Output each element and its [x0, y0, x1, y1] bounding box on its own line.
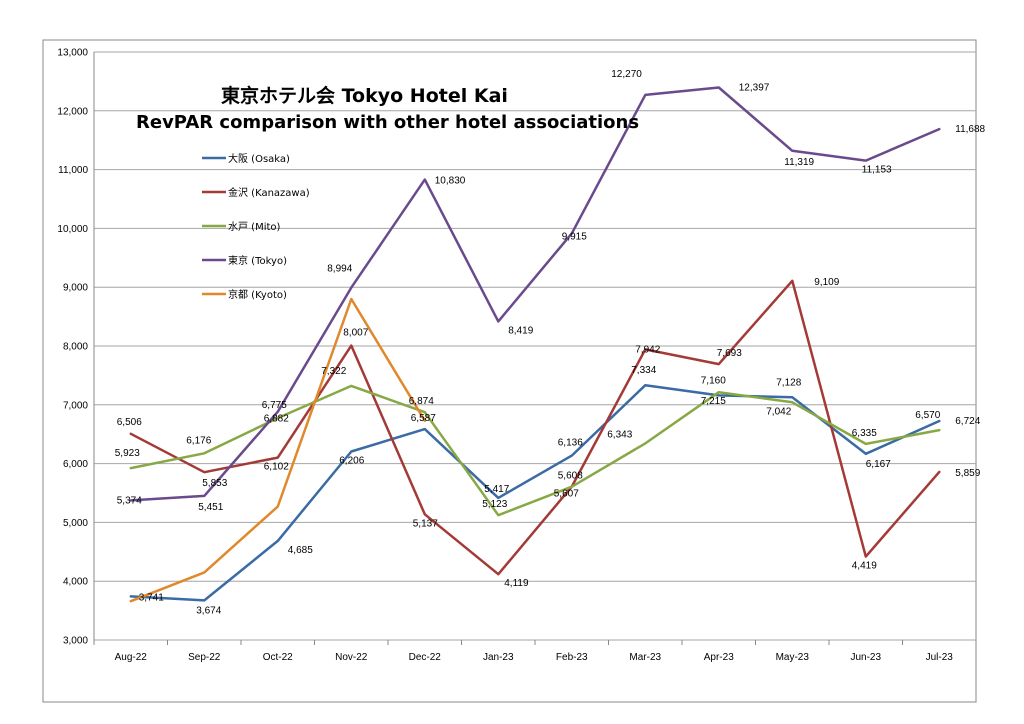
x-tick-label: Jul-23: [926, 652, 954, 663]
data-label: 6,724: [955, 416, 980, 427]
data-label: 10,830: [435, 176, 466, 187]
data-label: 11,688: [955, 124, 985, 135]
data-label: 6,570: [915, 410, 940, 421]
x-tick-label: Feb-23: [556, 652, 588, 663]
chart-title: 東京ホテル会 Tokyo Hotel Kai: [221, 84, 508, 107]
data-label: 5,374: [117, 495, 142, 506]
data-label: 11,153: [862, 165, 892, 176]
grid: [94, 51, 976, 641]
data-label: 9,915: [562, 231, 587, 242]
data-label: 4,685: [288, 545, 313, 556]
data-label: 6,343: [607, 429, 632, 440]
y-tick-label: 8,000: [63, 342, 88, 353]
data-label: 6,587: [411, 413, 436, 424]
chart-frame: [42, 39, 977, 703]
data-label: 6,102: [264, 462, 289, 473]
x-axis: Aug-22 Sep-22 Oct-22 Nov-22 Dec-22 Jan-23 Feb-…: [93, 640, 977, 663]
legend-label: 大阪 (Osaka): [228, 152, 290, 165]
data-label: 12,397: [739, 82, 770, 93]
data-label: 6,506: [117, 417, 142, 428]
y-tick-label: 11,000: [58, 165, 88, 176]
y-tick-label: 9,000: [63, 283, 88, 294]
data-label: 5,417: [484, 484, 509, 495]
x-tick-label: Sep-22: [188, 652, 221, 663]
data-label: 4,419: [852, 561, 877, 572]
data-label: 6,167: [866, 459, 891, 470]
data-label: 4,119: [504, 578, 529, 589]
x-tick-label: May-23: [776, 652, 810, 663]
series-line-1: [129, 279, 941, 576]
data-label: 7,128: [776, 377, 801, 388]
data-label: 3,674: [196, 605, 221, 616]
x-tick-label: Oct-22: [263, 652, 293, 663]
legend-label: 金沢 (Kanazawa): [228, 186, 310, 199]
data-label: 5,608: [558, 471, 583, 482]
series-line-3: [129, 86, 941, 502]
data-label: 6,882: [264, 414, 289, 425]
data-label: 7,322: [321, 366, 346, 377]
chart-subtitle: RevPAR comparison with other hotel assoc…: [136, 112, 639, 133]
y-tick-label: 12,000: [57, 106, 88, 117]
y-tick-label: 4,000: [63, 577, 88, 588]
data-label: 6,176: [186, 435, 211, 446]
x-tick-label: Mar-23: [629, 652, 661, 663]
y-tick-label: 6,000: [63, 459, 88, 470]
y-axis: 3,000 4,000 5,000 6,000 7,000 8,000 9,000 10,00…: [57, 48, 95, 647]
x-tick-label: Jun-23: [850, 652, 881, 663]
data-label: 7,160: [701, 375, 726, 386]
data-label: 6,335: [852, 428, 877, 439]
y-tick-label: 5,000: [63, 518, 88, 529]
y-tick-label: 3,000: [63, 636, 88, 647]
data-label: 8,007: [343, 328, 368, 339]
x-tick-label: Jan-23: [483, 652, 514, 663]
data-label: 6,874: [409, 396, 434, 407]
data-label: 7,693: [717, 348, 742, 359]
data-label: 5,123: [482, 499, 507, 510]
data-label: 6,206: [339, 455, 364, 466]
data-label: 8,994: [327, 264, 352, 275]
series-line-4: [129, 297, 427, 603]
x-tick-label: Dec-22: [409, 652, 442, 663]
data-label: 9,109: [814, 277, 839, 288]
data-label: 5,607: [554, 489, 579, 500]
data-label: 5,451: [198, 502, 223, 513]
data-label: 5,859: [955, 468, 980, 479]
data-labels: 3,741 3,674 4,685 6,206 6,587 5,417 6,136 7,334…: [115, 69, 986, 616]
data-label: 8,419: [508, 325, 533, 336]
data-label: 7,042: [766, 406, 791, 417]
data-label: 11,319: [784, 157, 814, 168]
x-tick-label: Apr-23: [704, 652, 734, 663]
data-label: 6,775: [262, 400, 287, 411]
y-tick-label: 13,000: [57, 48, 88, 59]
data-label: 7,942: [635, 344, 660, 355]
series-lines: [129, 86, 941, 603]
data-label: 7,215: [701, 396, 726, 407]
data-label: 12,270: [611, 69, 642, 80]
legend-label: 水戸 (Mito): [228, 221, 281, 233]
data-label: 5,923: [115, 448, 140, 459]
legend-label: 京都 (Kyoto): [228, 288, 287, 301]
legend: 大阪 (Osaka) 金沢 (Kanazawa) 水戸 (Mito) 東京 (Toky…: [202, 152, 310, 301]
data-label: 3,741: [139, 592, 164, 603]
series-line-0: [129, 383, 941, 602]
y-tick-label: 7,000: [63, 400, 88, 411]
data-label: 7,334: [631, 365, 656, 376]
data-label: 5,853: [202, 478, 227, 489]
data-label: 6,136: [558, 438, 583, 449]
legend-label: 東京 (Tokyo): [228, 254, 287, 267]
data-label: 5,137: [413, 518, 438, 529]
x-tick-label: Nov-22: [335, 652, 368, 663]
y-tick-label: 10,000: [57, 224, 88, 235]
x-tick-label: Aug-22: [115, 652, 148, 663]
